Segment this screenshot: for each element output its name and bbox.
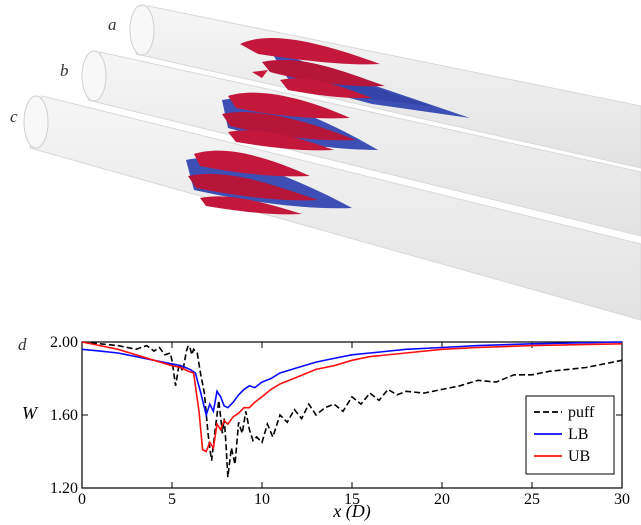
x-tick-label: 5 (168, 491, 176, 508)
y-axis-label: W (22, 403, 39, 423)
pipe-b-end (81, 50, 107, 102)
x-tick-label: 15 (344, 491, 360, 508)
x-axis-label: x (D) (332, 501, 370, 522)
x-tick-label: 10 (254, 491, 270, 508)
pipe-a (129, 4, 641, 169)
structure-a (240, 37, 470, 118)
pipe-a-end (129, 4, 155, 56)
legend-box (525, 395, 615, 475)
legend-label-puff: puff (568, 404, 595, 421)
y-tick-label: 1.20 (50, 480, 78, 497)
pipe-c (23, 95, 641, 321)
legend-label-ub: UB (568, 448, 590, 465)
x-tick-label: 20 (434, 491, 450, 508)
series-line-lb (81, 341, 623, 418)
pipe-c-end (23, 95, 49, 149)
legend: puff LB UB (525, 395, 615, 475)
red-blob-b2 (222, 112, 356, 141)
red-shred-a (252, 70, 268, 78)
red-blob-b1 (228, 92, 350, 119)
pipe-b (81, 50, 641, 237)
legend-label-lb: LB (568, 426, 588, 443)
red-blob-a2 (262, 59, 385, 87)
y-axis-ticks: 1.20 1.60 2.00 (50, 334, 622, 497)
red-blob-c2 (188, 173, 318, 201)
panel-label-b: b (60, 61, 69, 80)
panel-label-d: d (18, 335, 27, 354)
y-tick-label: 2.00 (50, 334, 78, 351)
pipe-rendering: a b c (10, 4, 641, 321)
red-blob-b3 (228, 130, 334, 151)
x-tick-label: 0 (78, 491, 86, 508)
structure-c (186, 150, 352, 215)
panel-label-c: c (10, 107, 18, 126)
x-tick-label: 25 (524, 491, 540, 508)
structure-b (222, 92, 378, 151)
x-axis-ticks: 0 5 10 15 20 25 30 (78, 342, 630, 508)
series-line-ub (81, 341, 623, 453)
wall-profile-chart: d 0 5 10 15 20 25 30 1.20 1.60 2.00 W x (D) puff… (18, 334, 630, 522)
y-tick-label: 1.60 (50, 407, 78, 424)
red-blob-c3 (200, 196, 302, 215)
panel-label-a: a (108, 15, 117, 34)
red-blob-a3 (280, 78, 372, 99)
x-tick-label: 30 (614, 491, 630, 508)
legend-items: puff LB UB (534, 404, 595, 465)
red-blob-a1 (240, 37, 380, 65)
series-layer (81, 341, 623, 478)
red-blob-c1 (194, 150, 310, 177)
